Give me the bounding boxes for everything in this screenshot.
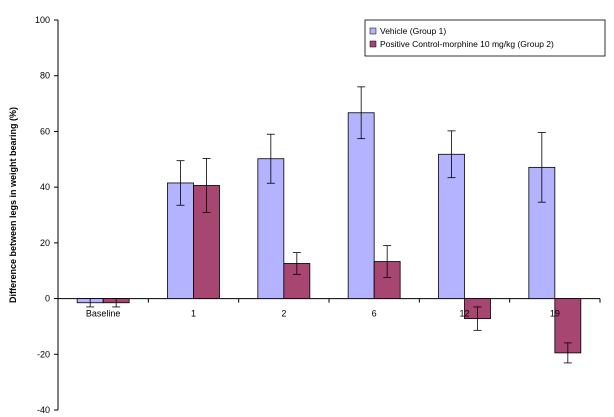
legend-label-vehicle: Vehicle (Group 1) <box>380 26 446 36</box>
x-tick-labels: Baseline 1 2 6 12 19 <box>86 309 560 319</box>
y-tick-label: 40 <box>40 182 50 192</box>
legend-swatch-vehicle <box>369 27 377 35</box>
y-tick-label: 0 <box>45 294 50 304</box>
y-tick-label: 20 <box>40 238 50 248</box>
y-tick-label: 100 <box>35 15 50 25</box>
x-tick-label: 12 <box>459 309 469 319</box>
legend: Vehicle (Group 1) Positive Control-morph… <box>364 19 606 57</box>
x-tick-label: 1 <box>191 309 196 319</box>
legend-label-morphine: Positive Control-morphine 10 mg/kg (Grou… <box>380 39 554 49</box>
x-tick-label: Baseline <box>86 309 121 319</box>
bar-vehicle-12 <box>438 153 465 299</box>
y-tick-label: -40 <box>37 405 50 415</box>
legend-box <box>364 19 606 57</box>
legend-swatch-morphine <box>369 40 377 48</box>
x-tick-label: 6 <box>372 309 377 319</box>
y-tick-label: -20 <box>37 349 50 359</box>
y-tick-label: 60 <box>40 126 50 136</box>
y-tick-label: 80 <box>40 71 50 81</box>
x-tick-label: 19 <box>550 309 560 319</box>
x-tick-label: 2 <box>281 309 286 319</box>
bar-vehicle-6 <box>347 112 375 299</box>
bars <box>76 86 582 364</box>
axes: 100 80 60 40 20 0 -20 -40 <box>35 15 601 415</box>
y-axis-label: Difference between legs in weight bearin… <box>8 107 18 303</box>
